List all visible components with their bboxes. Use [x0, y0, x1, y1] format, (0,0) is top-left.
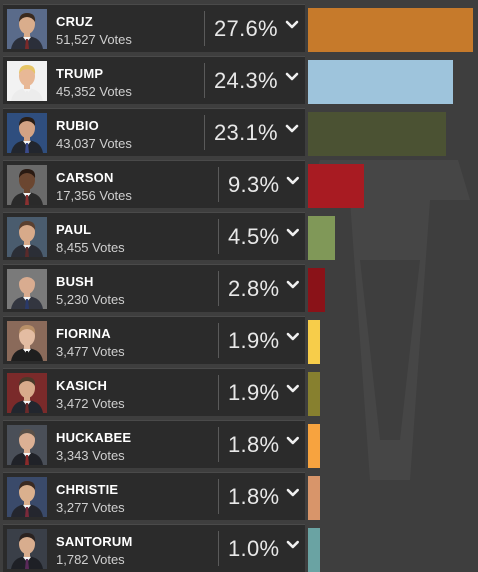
- candidate-name: CARSON: [56, 170, 114, 185]
- vote-share-bar: [308, 112, 446, 156]
- candidate-row[interactable]: TRUMP 45,352 Votes 24.3%: [0, 56, 478, 104]
- vote-share-bar: [308, 268, 325, 312]
- candidate-votes: 45,352 Votes: [56, 84, 132, 99]
- candidate-votes: 8,455 Votes: [56, 240, 125, 255]
- candidate-photo: [7, 321, 47, 361]
- vote-share-bar: [308, 528, 320, 572]
- candidate-row[interactable]: BUSH 5,230 Votes 2.8%: [0, 264, 478, 312]
- candidate-percent: 1.9%: [228, 327, 280, 353]
- candidate-name: FIORINA: [56, 326, 111, 341]
- candidate-name: CHRISTIE: [56, 482, 119, 497]
- vote-share-bar: [308, 8, 473, 52]
- percent-toggle[interactable]: 9.3%: [218, 167, 301, 202]
- percent-toggle[interactable]: 1.9%: [218, 323, 301, 358]
- chevron-down-icon[interactable]: [285, 277, 301, 293]
- vote-share-bar: [308, 164, 364, 208]
- percent-toggle[interactable]: 27.6%: [204, 11, 301, 46]
- candidate-card[interactable]: CHRISTIE 3,277 Votes 1.8%: [3, 472, 305, 520]
- candidate-row[interactable]: HUCKABEE 3,343 Votes 1.8%: [0, 420, 478, 468]
- candidate-name: CRUZ: [56, 14, 93, 29]
- vote-share-bar: [308, 60, 453, 104]
- percent-toggle[interactable]: 24.3%: [204, 63, 301, 98]
- chevron-down-icon[interactable]: [285, 173, 301, 189]
- candidate-photo: [7, 373, 47, 413]
- candidate-photo: [7, 269, 47, 309]
- candidate-percent: 1.0%: [228, 535, 280, 561]
- candidate-card[interactable]: PAUL 8,455 Votes 4.5%: [3, 212, 305, 260]
- candidate-votes: 3,277 Votes: [56, 500, 125, 515]
- candidate-row[interactable]: PAUL 8,455 Votes 4.5%: [0, 212, 478, 260]
- chevron-down-icon[interactable]: [285, 329, 301, 345]
- candidate-row[interactable]: RUBIO 43,037 Votes 23.1%: [0, 108, 478, 156]
- candidate-votes: 5,230 Votes: [56, 292, 125, 307]
- candidate-card[interactable]: FIORINA 3,477 Votes 1.9%: [3, 316, 305, 364]
- chevron-down-icon[interactable]: [285, 433, 301, 449]
- candidate-photo: [7, 217, 47, 257]
- vote-share-bar: [308, 320, 320, 364]
- candidate-votes: 1,782 Votes: [56, 552, 125, 567]
- candidate-card[interactable]: SANTORUM 1,782 Votes 1.0%: [3, 524, 305, 572]
- candidate-card[interactable]: CRUZ 51,527 Votes 27.6%: [3, 4, 305, 52]
- candidate-row[interactable]: SANTORUM 1,782 Votes 1.0%: [0, 524, 478, 572]
- candidate-percent: 4.5%: [228, 223, 280, 249]
- chevron-down-icon[interactable]: [285, 225, 301, 241]
- percent-toggle[interactable]: 2.8%: [218, 271, 301, 306]
- candidate-card[interactable]: RUBIO 43,037 Votes 23.1%: [3, 108, 305, 156]
- candidate-votes: 3,343 Votes: [56, 448, 125, 463]
- candidate-percent: 23.1%: [214, 119, 278, 145]
- candidate-name: SANTORUM: [56, 534, 133, 549]
- percent-toggle[interactable]: 1.8%: [218, 427, 301, 462]
- candidate-percent: 27.6%: [214, 15, 278, 41]
- percent-toggle[interactable]: 23.1%: [204, 115, 301, 150]
- candidate-percent: 24.3%: [214, 67, 278, 93]
- candidate-row[interactable]: CARSON 17,356 Votes 9.3%: [0, 160, 478, 208]
- chevron-down-icon[interactable]: [284, 17, 300, 33]
- vote-share-bar: [308, 372, 320, 416]
- candidate-percent: 1.8%: [228, 483, 280, 509]
- candidate-row[interactable]: FIORINA 3,477 Votes 1.9%: [0, 316, 478, 364]
- candidate-photo: [7, 477, 47, 517]
- candidate-votes: 51,527 Votes: [56, 32, 132, 47]
- candidate-votes: 17,356 Votes: [56, 188, 132, 203]
- candidate-name: RUBIO: [56, 118, 99, 133]
- candidate-photo: [7, 61, 47, 101]
- candidate-votes: 43,037 Votes: [56, 136, 132, 151]
- percent-toggle[interactable]: 1.8%: [218, 479, 301, 514]
- candidate-row[interactable]: KASICH 3,472 Votes 1.9%: [0, 368, 478, 416]
- candidate-percent: 2.8%: [228, 275, 280, 301]
- candidate-card[interactable]: BUSH 5,230 Votes 2.8%: [3, 264, 305, 312]
- vote-share-bar: [308, 424, 320, 468]
- candidate-photo: [7, 165, 47, 205]
- candidate-name: TRUMP: [56, 66, 104, 81]
- candidate-row[interactable]: CHRISTIE 3,277 Votes 1.8%: [0, 472, 478, 520]
- vote-share-bar: [308, 216, 335, 260]
- candidate-card[interactable]: KASICH 3,472 Votes 1.9%: [3, 368, 305, 416]
- candidate-name: BUSH: [56, 274, 94, 289]
- percent-toggle[interactable]: 1.9%: [218, 375, 301, 410]
- candidate-name: PAUL: [56, 222, 92, 237]
- candidate-row[interactable]: CRUZ 51,527 Votes 27.6%: [0, 4, 478, 52]
- candidate-photo: [7, 425, 47, 465]
- candidate-card[interactable]: CARSON 17,356 Votes 9.3%: [3, 160, 305, 208]
- candidate-name: KASICH: [56, 378, 108, 393]
- candidate-photo: [7, 529, 47, 569]
- vote-share-bar: [308, 476, 320, 520]
- candidate-percent: 1.9%: [228, 379, 280, 405]
- candidate-card[interactable]: HUCKABEE 3,343 Votes 1.8%: [3, 420, 305, 468]
- chevron-down-icon[interactable]: [285, 381, 301, 397]
- percent-toggle[interactable]: 4.5%: [218, 219, 301, 254]
- candidate-percent: 9.3%: [228, 171, 280, 197]
- candidate-card[interactable]: TRUMP 45,352 Votes 24.3%: [3, 56, 305, 104]
- candidate-photo: [7, 113, 47, 153]
- candidate-votes: 3,477 Votes: [56, 344, 125, 359]
- chevron-down-icon[interactable]: [285, 537, 301, 553]
- candidate-votes: 3,472 Votes: [56, 396, 125, 411]
- chevron-down-icon[interactable]: [285, 485, 301, 501]
- chevron-down-icon[interactable]: [284, 121, 300, 137]
- candidate-photo: [7, 9, 47, 49]
- chevron-down-icon[interactable]: [284, 69, 300, 85]
- candidate-name: HUCKABEE: [56, 430, 132, 445]
- candidate-percent: 1.8%: [228, 431, 280, 457]
- percent-toggle[interactable]: 1.0%: [218, 531, 301, 566]
